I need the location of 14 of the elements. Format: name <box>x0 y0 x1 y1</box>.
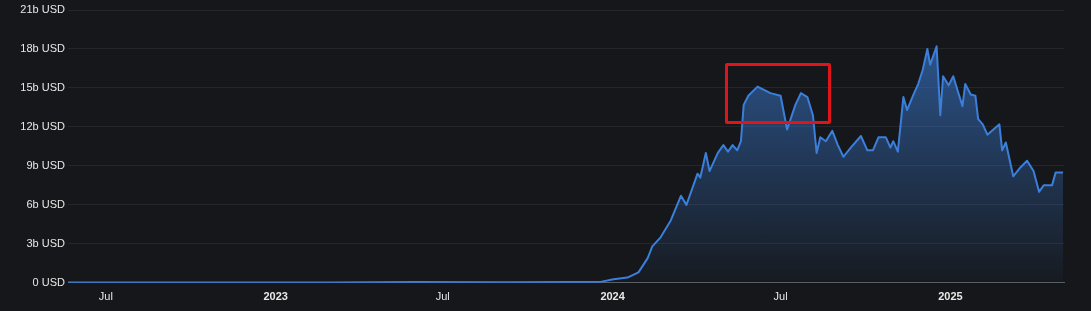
y-tick-label: 3b USD <box>26 236 66 249</box>
x-tick-label: Jul <box>773 290 788 303</box>
y-tick-label: 18b USD <box>20 42 66 54</box>
x-tick-label: 2023 <box>263 290 288 303</box>
y-tick-label: 21b USD <box>20 3 66 16</box>
x-tick-label: Jul <box>435 290 450 303</box>
y-tick-label: 15b USD <box>20 80 66 93</box>
y-tick-label: 6b USD <box>26 197 66 210</box>
y-tick-label: 9b USD <box>26 158 66 171</box>
x-tick-label: 2024 <box>600 290 626 303</box>
x-tick-label: Jul <box>98 290 113 303</box>
y-tick-label: 12b USD <box>20 119 66 132</box>
y-tick-label: 0 USD <box>32 275 66 288</box>
x-tick-label: 2025 <box>938 290 963 303</box>
